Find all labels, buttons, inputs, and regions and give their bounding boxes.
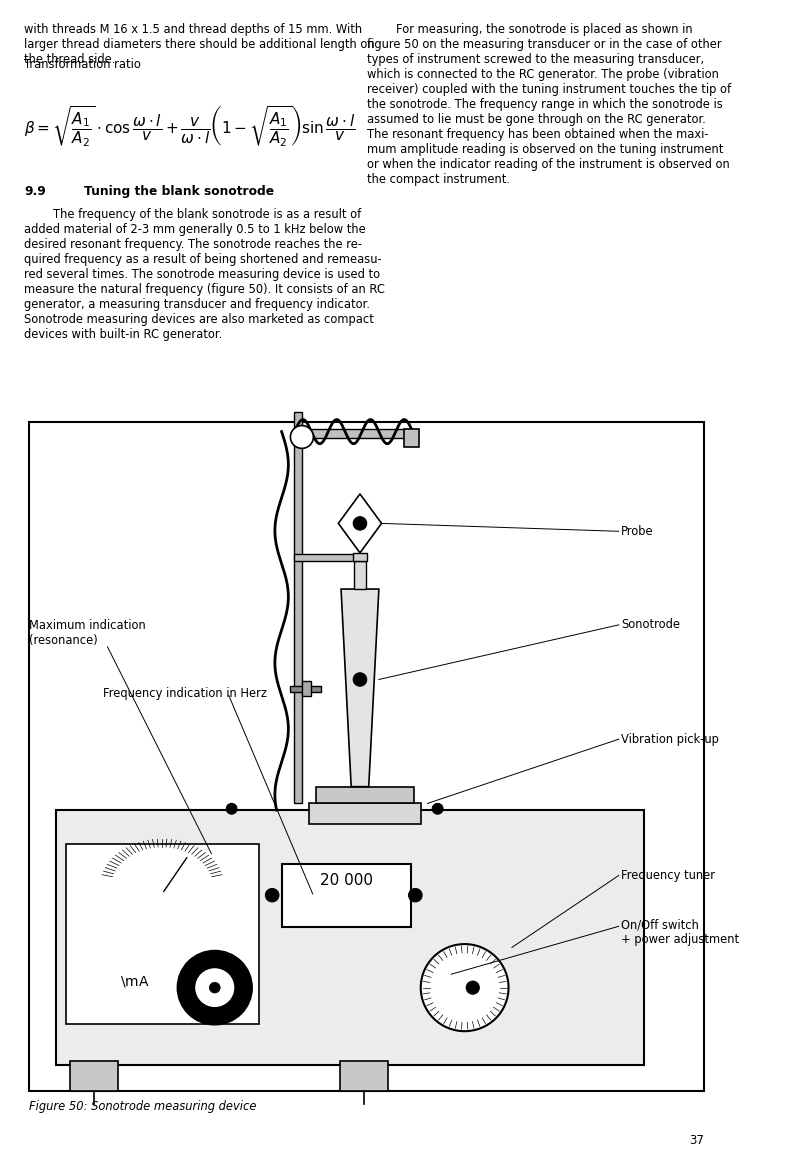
Text: The frequency of the blank sonotrode is as a result of
added material of 2-3 mm : The frequency of the blank sonotrode is … [24,208,385,341]
Text: Sonotrode: Sonotrode [621,618,680,632]
Bar [66,843,258,1024]
Bar [404,429,418,447]
Bar [294,553,358,561]
Text: 37: 37 [690,1134,704,1147]
Ellipse shape [210,982,220,993]
Text: Frequency tuner: Frequency tuner [621,869,715,882]
Text: Transformation ratio: Transformation ratio [24,58,141,70]
Bar [302,681,311,696]
Ellipse shape [409,888,422,902]
Ellipse shape [353,516,366,530]
Ellipse shape [353,672,366,686]
Ellipse shape [291,425,314,448]
Text: 9.9: 9.9 [24,185,46,198]
Ellipse shape [266,888,279,902]
Bar [295,411,302,804]
Ellipse shape [226,804,237,814]
Text: For measuring, the sonotrode is placed as shown in
figure 50 on the measuring tr: For measuring, the sonotrode is placed a… [366,23,730,186]
Bar [354,561,366,589]
Bar [295,429,413,438]
Polygon shape [341,589,379,787]
Text: Vibration pick-up: Vibration pick-up [621,732,719,746]
Ellipse shape [177,951,252,1024]
Bar [29,422,704,1091]
Text: $\backslash$mA: $\backslash$mA [121,975,150,989]
Text: $\beta = \sqrt{\dfrac{A_1}{A_2}} \cdot \cos \dfrac{\omega \cdot l}{v}+ \dfrac{v}: $\beta = \sqrt{\dfrac{A_1}{A_2}} \cdot \… [24,104,355,149]
Text: Tuning the blank sonotrode: Tuning the blank sonotrode [84,185,273,198]
Bar [56,810,644,1065]
Text: Frequency indication in Herz: Frequency indication in Herz [103,686,267,700]
Text: Maximum indication
(resonance): Maximum indication (resonance) [29,619,146,647]
Ellipse shape [433,804,443,814]
Bar [290,686,321,692]
Ellipse shape [466,981,480,994]
Text: Probe: Probe [621,524,653,538]
Ellipse shape [378,804,389,814]
Text: 20 000: 20 000 [320,873,373,888]
Bar [316,787,414,804]
Bar [69,1061,118,1091]
Bar [282,864,411,927]
Text: On/Off switch
+ power adjustment: On/Off switch + power adjustment [621,918,739,946]
Polygon shape [338,494,381,553]
Ellipse shape [421,944,508,1031]
Bar [310,804,421,824]
Ellipse shape [195,968,235,1007]
Bar [340,1061,388,1091]
Text: with threads M 16 x 1.5 and thread depths of 15 mm. With
larger thread diameters: with threads M 16 x 1.5 and thread depth… [24,23,374,66]
Text: Figure 50: Sonotrode measuring device: Figure 50: Sonotrode measuring device [29,1100,257,1112]
Bar [353,553,366,561]
